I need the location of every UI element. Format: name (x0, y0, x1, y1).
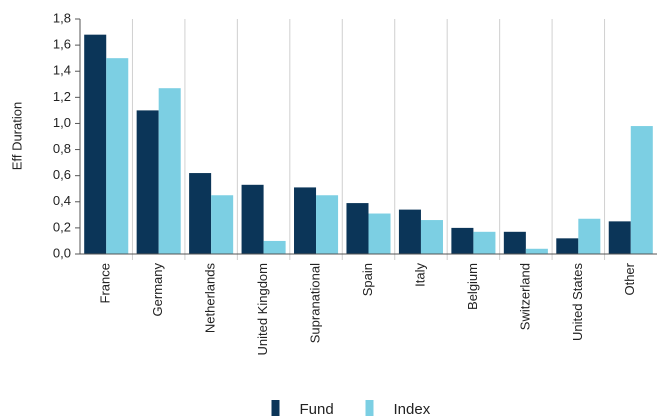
x-tick-label: France (98, 263, 113, 303)
bar (503, 231, 526, 254)
bar (158, 88, 181, 254)
y-tick-label: 1,4 (53, 63, 71, 78)
y-tick-label: 1,0 (53, 115, 71, 130)
x-tick-label: Switzerland (517, 263, 532, 330)
bar (294, 187, 317, 254)
bar (608, 221, 631, 254)
x-tick-label: Belgium (465, 263, 480, 310)
y-tick-label: 0,0 (53, 245, 71, 260)
y-tick-label: 0,6 (53, 167, 71, 182)
bar (136, 110, 159, 254)
bar (106, 58, 129, 254)
y-axis-label: Eff Duration (9, 102, 24, 170)
bar (525, 248, 548, 254)
x-tick-label: Spain (360, 263, 375, 296)
bar (630, 126, 653, 254)
bar (420, 220, 443, 254)
y-tick-label: 1,6 (53, 37, 71, 52)
bar (346, 203, 369, 254)
y-tick-label: 1,8 (53, 10, 71, 25)
legend-swatch (365, 400, 374, 416)
x-tick-label: United States (570, 263, 585, 342)
legend-label: Index (394, 401, 431, 418)
bar (451, 227, 474, 254)
y-tick-label: 0,8 (53, 141, 71, 156)
bar (241, 184, 264, 254)
bar (263, 240, 286, 254)
x-tick-label: Italy (412, 263, 427, 287)
x-tick-label: Netherlands (203, 263, 218, 334)
bar (578, 218, 601, 254)
bar (556, 238, 579, 254)
bar (211, 195, 234, 254)
x-tick-label: Other (622, 262, 637, 295)
bar (368, 213, 391, 254)
legend-swatch (271, 400, 280, 416)
y-tick-label: 0,4 (53, 193, 71, 208)
bar (84, 34, 107, 254)
y-tick-label: 1,2 (53, 89, 71, 104)
x-tick-label: Germany (150, 263, 165, 317)
bar (189, 173, 212, 254)
x-tick-label: Supranational (307, 263, 322, 343)
y-tick-label: 0,2 (53, 219, 71, 234)
bar (473, 231, 496, 254)
x-tick-label: United Kingdom (255, 263, 270, 356)
legend-label: Fund (300, 401, 334, 418)
bar (316, 195, 339, 254)
bar (398, 209, 421, 254)
